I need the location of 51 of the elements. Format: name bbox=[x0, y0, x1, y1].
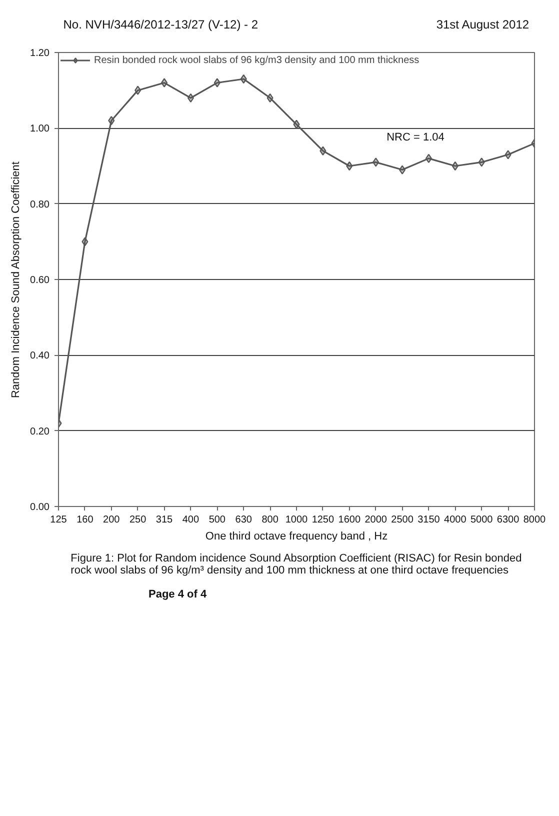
point bbox=[293, 120, 300, 129]
x-axis-title: One third octave frequency band , Hz bbox=[205, 530, 388, 542]
point bbox=[320, 146, 326, 156]
x-tick-label: 2500 bbox=[391, 514, 414, 526]
text: 31st August 2012 bbox=[436, 18, 530, 32]
y-axis-title: Random Incidence Sound Absorption Coefficient bbox=[10, 162, 22, 398]
x-tick-label: 400 bbox=[182, 514, 200, 526]
point bbox=[425, 154, 432, 164]
x-tick-label: 5000 bbox=[470, 514, 494, 526]
text: Page 4 of 4 bbox=[148, 588, 208, 600]
x-tick-label: 1250 bbox=[312, 514, 335, 526]
point bbox=[82, 237, 88, 246]
point bbox=[161, 78, 168, 88]
y-tick-label: 0.80 bbox=[30, 199, 50, 210]
y-tick-label: 0.40 bbox=[30, 350, 50, 362]
point bbox=[134, 86, 142, 95]
annotation: NRC = 1.04 bbox=[386, 131, 444, 144]
x-tick-label: 250 bbox=[129, 514, 147, 526]
y-tick-label: 0.60 bbox=[30, 275, 50, 286]
x-tick-label: 8000 bbox=[523, 514, 546, 526]
x-tick-label: 200 bbox=[103, 514, 120, 526]
x-tick-label: 800 bbox=[262, 514, 279, 526]
x-tick-label: 4000 bbox=[444, 514, 467, 526]
x-tick-label: 500 bbox=[208, 514, 226, 526]
point bbox=[452, 161, 458, 171]
y-tick-label: 1.00 bbox=[30, 124, 50, 135]
point bbox=[214, 78, 220, 88]
point bbox=[240, 74, 247, 84]
point bbox=[108, 116, 115, 126]
x-tick-label: 6300 bbox=[496, 514, 520, 526]
x-tick-label: 160 bbox=[76, 514, 94, 526]
text: Figure 1: Plot for Random incidence Sound Absorption Coefficient (RISAC) for Resin bonded rock wool slabs of 96 kg/m³ density and 100 mm thickness at one third octave frequencies bbox=[70, 552, 522, 576]
legend-label: Resin bonded rock wool slabs of 96 kg/m3 density and 100 mm thickness bbox=[94, 54, 420, 66]
x-tick-label: 3150 bbox=[418, 514, 440, 526]
point bbox=[346, 161, 353, 171]
point bbox=[478, 158, 485, 167]
point bbox=[266, 93, 274, 102]
y-tick-label: 0.00 bbox=[30, 502, 50, 513]
x-tick-label: 1600 bbox=[338, 514, 361, 526]
x-tick-label: 1000 bbox=[285, 514, 308, 526]
text: No. NVH/3446/2012-13/27 (V-12) - 2 bbox=[63, 18, 258, 32]
point bbox=[372, 158, 380, 167]
x-tick-label: 315 bbox=[156, 514, 174, 526]
point bbox=[504, 150, 512, 160]
x-tick-label: 630 bbox=[235, 514, 252, 526]
point bbox=[187, 93, 194, 102]
y-tick-label: 0.20 bbox=[30, 426, 50, 438]
point bbox=[399, 165, 406, 174]
x-tick-label: 2000 bbox=[364, 514, 388, 526]
x-tick-label: 125 bbox=[50, 514, 68, 526]
y-tick-label: 1.20 bbox=[30, 48, 50, 59]
